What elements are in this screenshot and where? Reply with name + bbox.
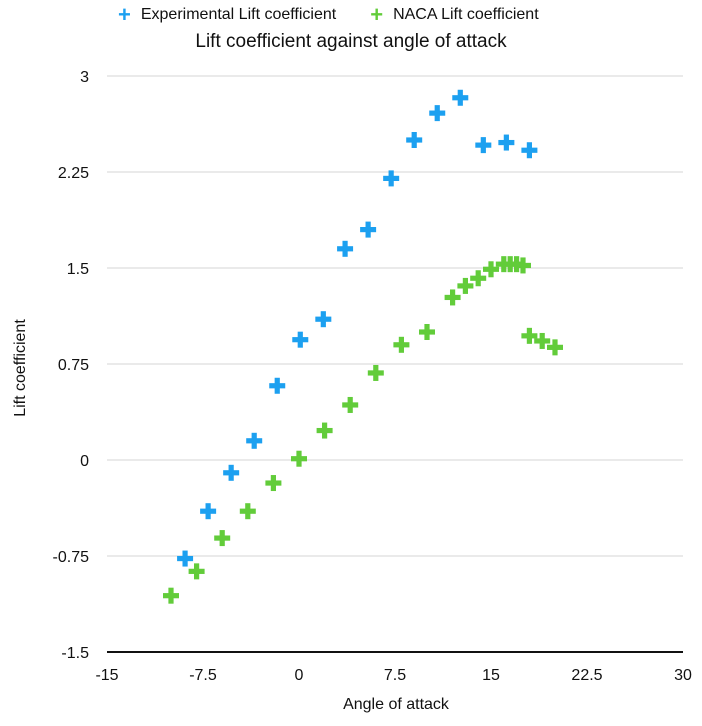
x-tick-label: -7.5 — [189, 667, 217, 684]
x-axis-label: Angle of attack — [343, 696, 449, 713]
chart-title: Lift coefficient against angle of attack — [195, 31, 507, 52]
data-point-series-1 — [534, 332, 551, 349]
data-point-series-1 — [444, 289, 461, 306]
legend-label-experimental: Experimental Lift coefficient — [140, 6, 337, 23]
data-point-series-1 — [291, 450, 307, 467]
x-tick-label: 22.5 — [571, 667, 602, 684]
legend-marker-naca: + — [370, 2, 384, 27]
data-point-series-1 — [419, 324, 435, 340]
data-point-series-1 — [214, 530, 231, 547]
y-tick-label: -0.75 — [53, 549, 90, 566]
data-point-series-0 — [521, 142, 538, 159]
data-point-series-1 — [342, 396, 359, 413]
data-point-series-0 — [383, 170, 400, 187]
y-tick-label: 0 — [80, 453, 89, 470]
data-point-series-1 — [547, 339, 563, 356]
data-point-series-0 — [429, 105, 446, 122]
data-points — [163, 89, 563, 604]
data-point-series-1 — [515, 257, 531, 274]
tick-labels: -1.5 -0.75 0 0.75 1.5 2.25 3 -15 -7.5 0 7.5 15 22.5 3… — [53, 69, 692, 684]
x-tick-label: 15 — [482, 667, 500, 684]
data-point-series-1 — [367, 364, 384, 381]
y-tick-label: 3 — [80, 69, 89, 86]
legend-label-naca: NACA Lift coefficient — [393, 6, 539, 23]
legend-item-naca: + NACA Lift coefficient — [370, 2, 539, 27]
data-point-series-1 — [483, 261, 499, 278]
data-point-series-1 — [521, 327, 538, 344]
grid-lines — [107, 75, 683, 557]
legend: + Experimental Lift coefficient + NACA L… — [118, 2, 539, 27]
data-point-series-0 — [246, 432, 263, 449]
legend-item-experimental: + Experimental Lift coefficient — [118, 2, 337, 27]
x-tick-label: 7.5 — [384, 667, 406, 684]
x-tick-label: 0 — [295, 667, 304, 684]
data-point-series-1 — [188, 563, 205, 580]
data-point-series-0 — [498, 134, 515, 151]
data-point-series-0 — [223, 464, 240, 481]
data-point-series-0 — [177, 550, 194, 567]
legend-marker-experimental: + — [118, 2, 131, 27]
data-point-series-1 — [457, 277, 474, 294]
y-tick-label: -1.5 — [61, 645, 89, 662]
data-point-series-0 — [360, 221, 377, 238]
data-point-series-1 — [316, 422, 333, 439]
data-point-series-0 — [315, 311, 332, 328]
y-tick-label: 0.75 — [58, 357, 89, 374]
data-point-series-1 — [239, 503, 256, 520]
data-point-series-0 — [200, 503, 217, 520]
y-tick-label: 2.25 — [58, 165, 89, 182]
data-point-series-0 — [475, 137, 492, 154]
x-tick-label: 30 — [674, 667, 692, 684]
data-point-series-1 — [265, 475, 282, 492]
y-tick-label: 1.5 — [67, 261, 89, 278]
data-point-series-0 — [452, 89, 469, 106]
data-point-series-0 — [406, 132, 423, 148]
data-point-series-1 — [393, 336, 410, 353]
data-point-series-1 — [163, 587, 179, 604]
data-point-series-0 — [337, 240, 354, 257]
data-point-series-0 — [269, 377, 286, 394]
data-point-series-0 — [292, 331, 309, 348]
x-tick-label: -15 — [95, 667, 118, 684]
data-point-series-1 — [470, 270, 487, 287]
